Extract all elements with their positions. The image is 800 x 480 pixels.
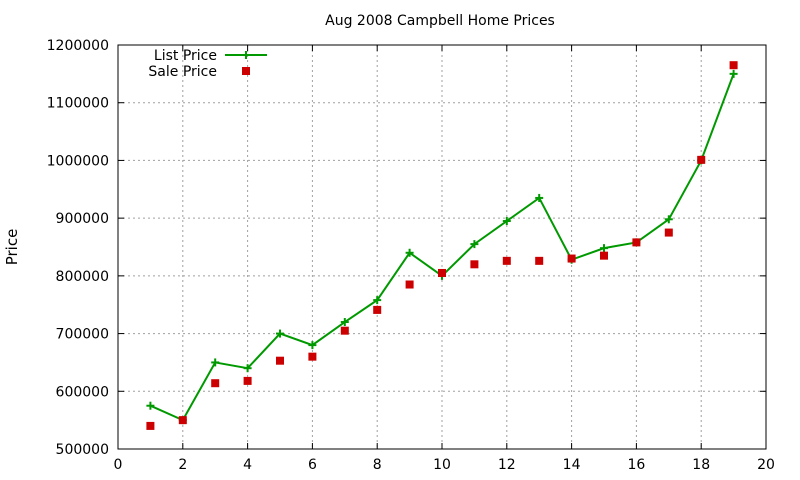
x-tick-label: 0 — [114, 457, 123, 473]
sale-price-point — [405, 280, 414, 289]
chart-title: Aug 2008 Campbell Home Prices — [325, 13, 555, 29]
sale-price-point — [567, 254, 576, 263]
sale-price-point — [729, 61, 738, 70]
y-tick-label: 900000 — [56, 211, 109, 227]
y-tick-label: 500000 — [56, 442, 109, 458]
y-tick-label: 700000 — [56, 327, 109, 343]
x-tick-label: 16 — [627, 457, 645, 473]
list-price-point — [535, 193, 544, 202]
list-price-point — [470, 240, 479, 249]
x-tick-label: 8 — [373, 457, 382, 473]
legend-sample-list-price — [225, 51, 267, 59]
legend-marker-plus — [242, 51, 250, 59]
sale-price-point — [308, 352, 317, 361]
legend-marker-square — [242, 67, 250, 75]
y-axis-label: Price — [3, 229, 21, 266]
x-tick-label: 10 — [433, 457, 451, 473]
list-price-point — [373, 296, 382, 305]
sale-price-point — [340, 326, 349, 335]
sale-price-point — [373, 305, 382, 314]
sale-price-point — [178, 416, 187, 425]
x-tick-label: 18 — [692, 457, 710, 473]
grid — [118, 45, 766, 449]
list-price-point — [664, 215, 673, 224]
sale-price-point — [502, 256, 511, 265]
list-price-point — [729, 69, 738, 78]
x-tick-label: 4 — [243, 457, 252, 473]
list-price-point — [308, 341, 317, 350]
sale-price-point — [697, 155, 706, 164]
series-layer — [146, 61, 738, 430]
y-tick-label: 1100000 — [47, 96, 109, 112]
x-tick-label: 2 — [178, 457, 187, 473]
sale-price-point — [211, 379, 220, 388]
sale-price-point — [243, 376, 252, 385]
plot-frame — [117, 44, 767, 450]
list-price-point — [600, 244, 608, 253]
sale-price-point — [146, 421, 155, 430]
x-tick-label: 12 — [498, 457, 516, 473]
y-tick-label: 600000 — [56, 384, 109, 400]
list-price-point — [146, 401, 155, 410]
y-tick-label: 1200000 — [47, 38, 109, 54]
sale-price-point — [664, 228, 673, 237]
list-price-point — [211, 358, 220, 367]
sale-price-point — [438, 268, 446, 277]
axis-ticks: 0 2 4 6 8 10 12 14 16 18 20 500000 600000 700000 80000… — [47, 38, 775, 473]
x-tick-label: 14 — [563, 457, 581, 473]
list-price-point — [405, 248, 414, 257]
x-tick-label: 6 — [308, 457, 317, 473]
y-tick-label: 1000000 — [47, 153, 109, 169]
legend-label-sale-price: Sale Price — [148, 64, 217, 80]
sale-price-point — [470, 260, 479, 269]
list-price-point — [340, 318, 349, 327]
sale-price-point — [600, 251, 608, 260]
legend-sample-sale-price — [242, 67, 250, 75]
legend-label-list-price: List Price — [154, 48, 217, 64]
sale-price-point — [276, 356, 284, 365]
list-price-point — [243, 364, 252, 373]
y-tick-label: 800000 — [56, 269, 109, 285]
sale-price-point — [632, 238, 641, 247]
sale-price-point — [535, 256, 544, 265]
legend: List Price Sale Price — [148, 48, 267, 80]
list-price-point — [276, 329, 284, 338]
x-tick-label: 20 — [757, 457, 775, 473]
list-price-point — [502, 217, 511, 226]
